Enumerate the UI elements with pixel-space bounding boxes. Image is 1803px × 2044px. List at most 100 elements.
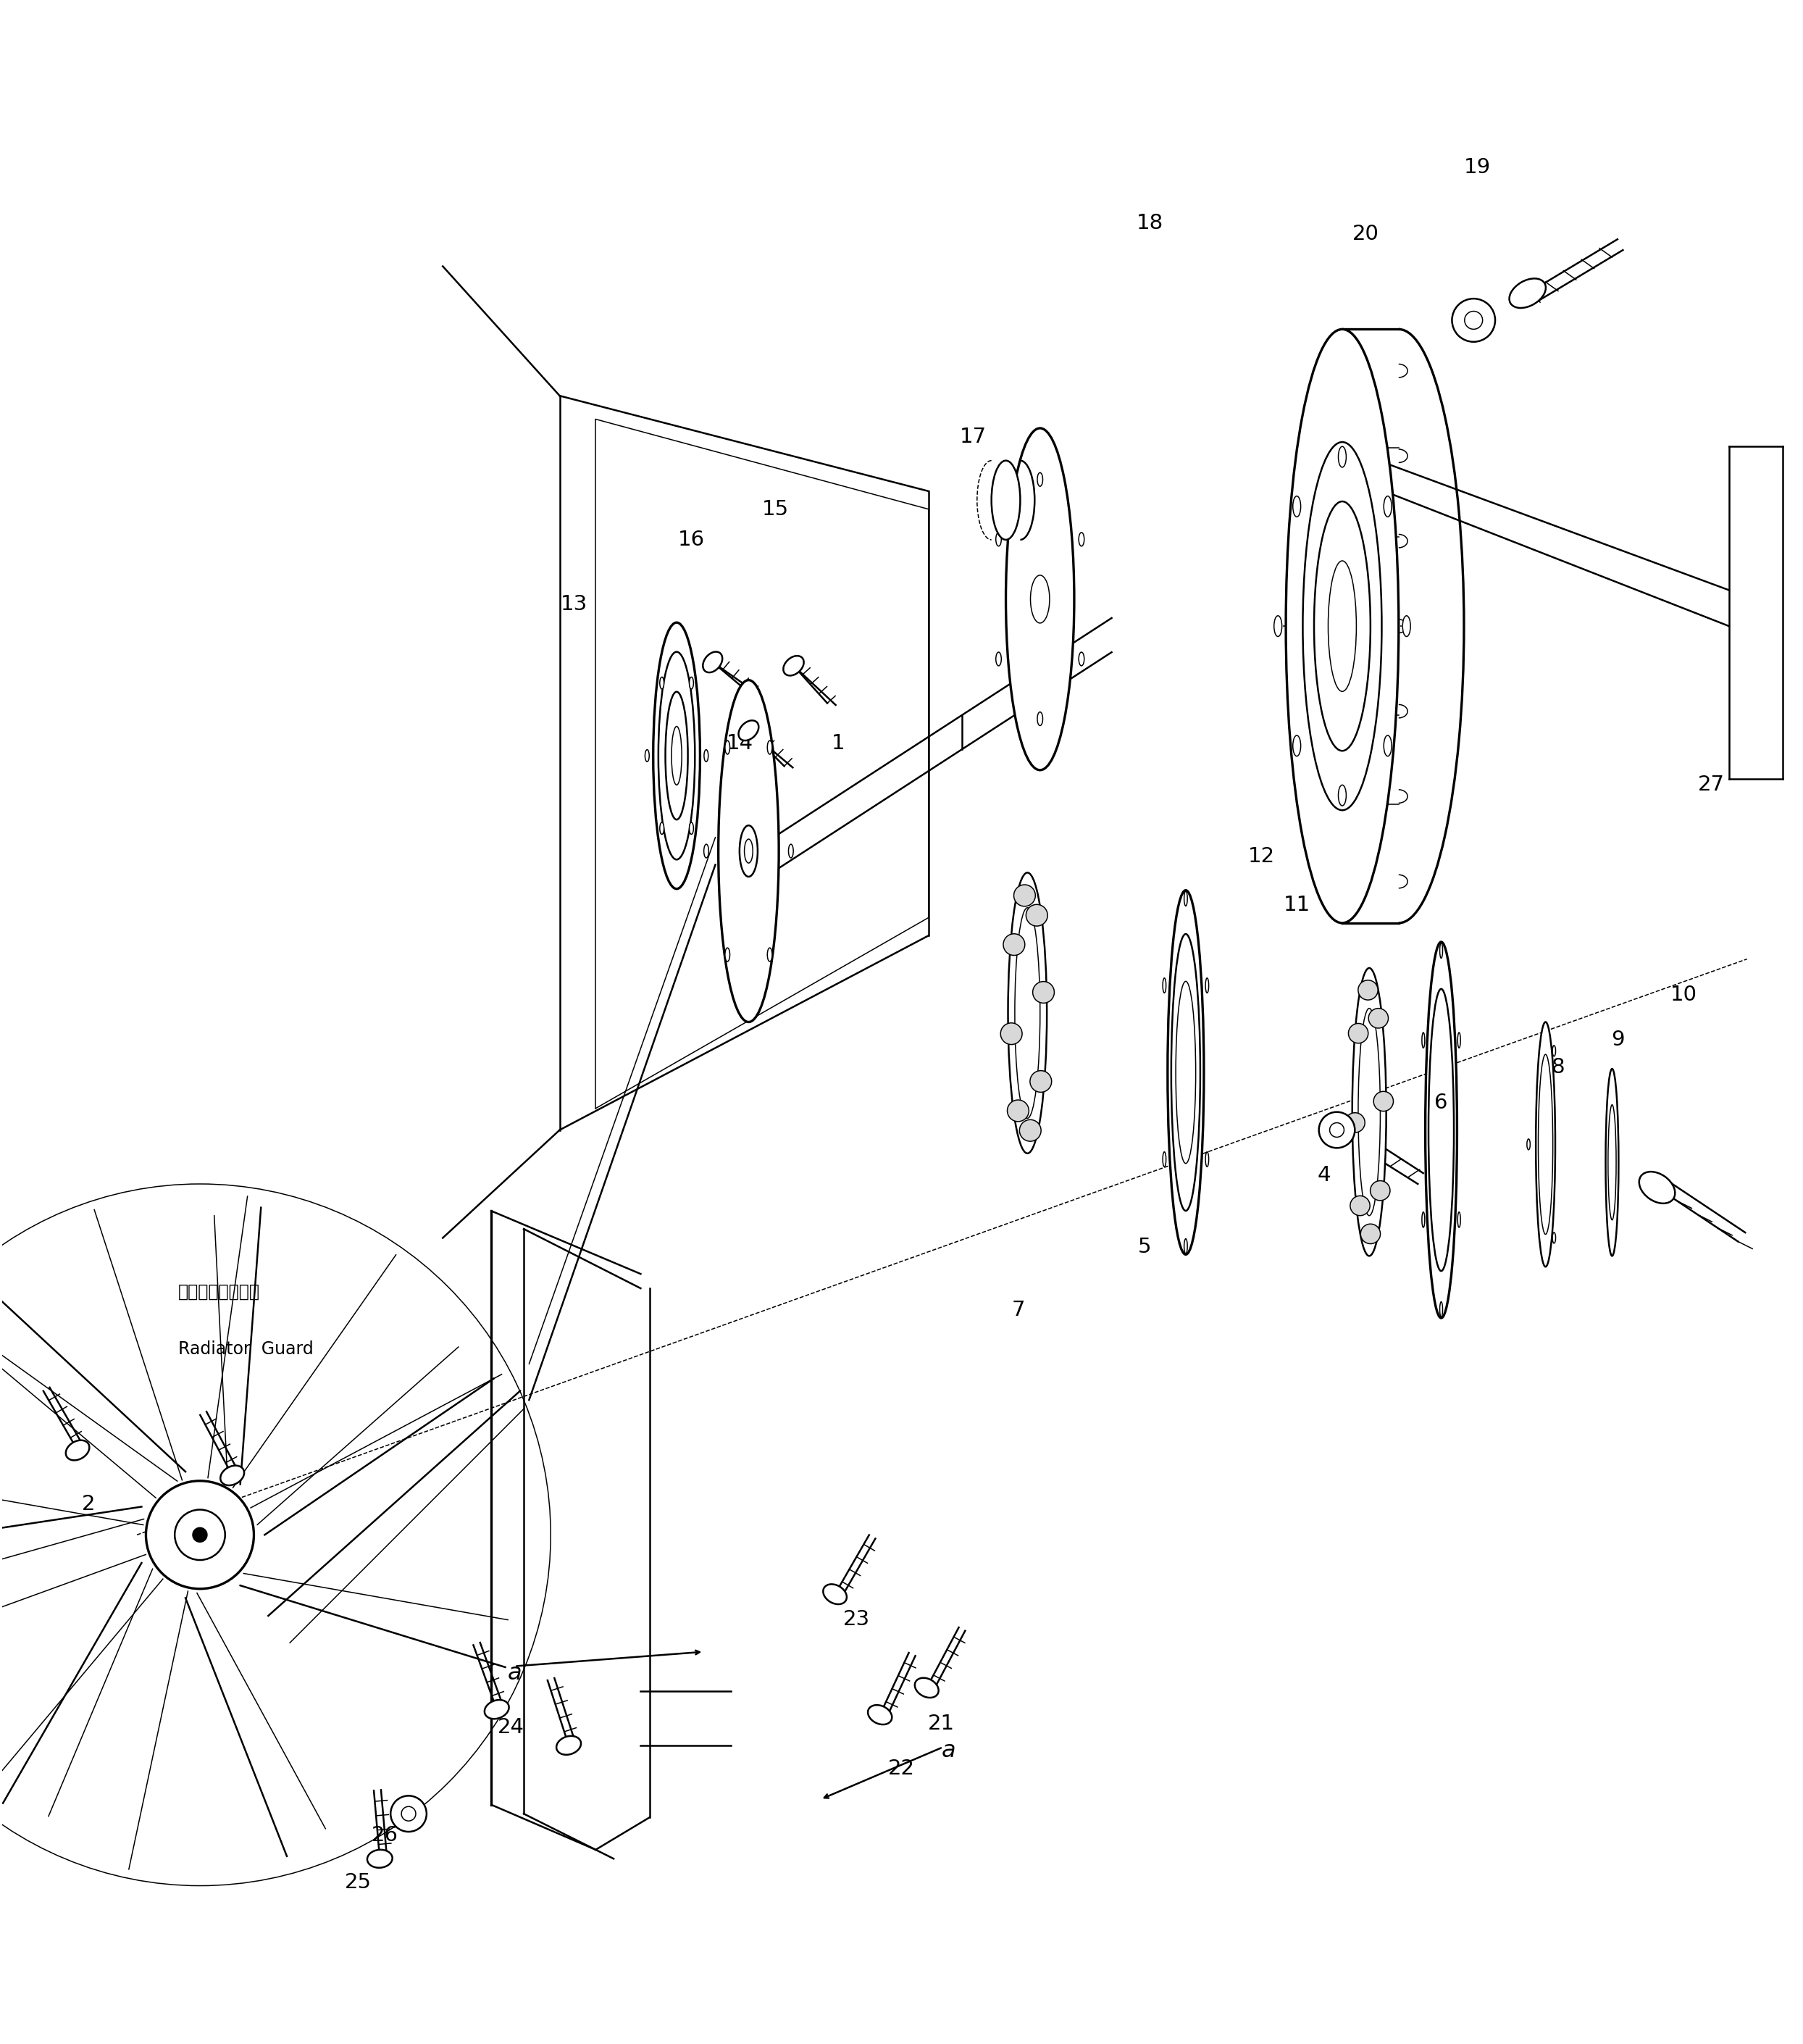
Text: 18: 18 — [1136, 213, 1163, 233]
Ellipse shape — [1314, 501, 1370, 750]
Ellipse shape — [1552, 1233, 1556, 1243]
Text: 2: 2 — [81, 1494, 96, 1515]
Ellipse shape — [1538, 1055, 1552, 1235]
Ellipse shape — [1163, 977, 1167, 993]
Ellipse shape — [557, 1735, 581, 1754]
Ellipse shape — [1185, 1239, 1188, 1253]
Ellipse shape — [739, 719, 759, 740]
Ellipse shape — [1008, 873, 1048, 1153]
Circle shape — [1013, 885, 1035, 905]
Text: 1: 1 — [831, 734, 846, 754]
Circle shape — [1349, 1024, 1368, 1042]
Text: 23: 23 — [844, 1609, 871, 1629]
Ellipse shape — [992, 460, 1020, 540]
Ellipse shape — [1403, 615, 1410, 636]
Ellipse shape — [1172, 934, 1201, 1210]
Text: 27: 27 — [1698, 775, 1724, 795]
Ellipse shape — [914, 1678, 939, 1699]
Text: ラジェータガード: ラジェータガード — [178, 1284, 260, 1300]
Text: 26: 26 — [371, 1825, 398, 1846]
Ellipse shape — [368, 1850, 393, 1868]
Ellipse shape — [745, 840, 754, 863]
Ellipse shape — [660, 677, 664, 689]
Ellipse shape — [1423, 1212, 1424, 1226]
Ellipse shape — [671, 726, 682, 785]
Text: 12: 12 — [1248, 846, 1275, 867]
Ellipse shape — [725, 948, 730, 961]
Ellipse shape — [739, 826, 757, 877]
Ellipse shape — [1185, 891, 1188, 905]
Circle shape — [1368, 1008, 1388, 1028]
Text: 20: 20 — [1352, 223, 1379, 243]
Ellipse shape — [1639, 1171, 1675, 1204]
Ellipse shape — [1031, 574, 1049, 623]
Text: 13: 13 — [561, 595, 588, 615]
Text: 14: 14 — [727, 734, 754, 754]
Ellipse shape — [658, 652, 694, 861]
Circle shape — [1008, 1100, 1030, 1122]
Ellipse shape — [1606, 1069, 1619, 1255]
Text: a: a — [941, 1739, 956, 1762]
Ellipse shape — [1426, 942, 1457, 1318]
Ellipse shape — [783, 656, 804, 677]
Ellipse shape — [1457, 1032, 1460, 1049]
Ellipse shape — [995, 533, 1001, 546]
Ellipse shape — [718, 681, 779, 1022]
Ellipse shape — [1441, 942, 1442, 959]
Circle shape — [1030, 1071, 1051, 1091]
Ellipse shape — [1275, 615, 1282, 636]
Ellipse shape — [653, 623, 700, 889]
Circle shape — [391, 1797, 427, 1831]
Text: 21: 21 — [927, 1713, 954, 1733]
Ellipse shape — [1286, 329, 1399, 924]
Ellipse shape — [1037, 711, 1042, 726]
Ellipse shape — [788, 844, 793, 858]
Ellipse shape — [1552, 1044, 1556, 1057]
Ellipse shape — [1206, 1153, 1208, 1167]
Text: 10: 10 — [1671, 985, 1697, 1006]
Ellipse shape — [1078, 533, 1084, 546]
Ellipse shape — [1441, 1302, 1442, 1316]
Text: 19: 19 — [1464, 157, 1491, 178]
Ellipse shape — [1338, 785, 1347, 805]
Circle shape — [1033, 981, 1055, 1004]
Ellipse shape — [1608, 1104, 1615, 1220]
Text: 5: 5 — [1138, 1237, 1150, 1257]
Ellipse shape — [725, 740, 730, 754]
Ellipse shape — [1163, 1153, 1167, 1167]
Circle shape — [160, 1496, 240, 1574]
Circle shape — [1451, 298, 1495, 341]
Text: 22: 22 — [889, 1758, 914, 1778]
Ellipse shape — [1015, 908, 1040, 1118]
Circle shape — [175, 1511, 225, 1560]
Ellipse shape — [1352, 969, 1387, 1255]
Text: 8: 8 — [1551, 1057, 1565, 1077]
Ellipse shape — [1509, 278, 1545, 309]
Text: 16: 16 — [678, 529, 705, 550]
Text: 24: 24 — [498, 1717, 525, 1737]
Ellipse shape — [65, 1441, 90, 1459]
Ellipse shape — [1304, 442, 1381, 809]
Ellipse shape — [1006, 427, 1075, 771]
Text: 15: 15 — [763, 499, 790, 519]
Ellipse shape — [703, 844, 709, 858]
Text: 17: 17 — [959, 427, 986, 448]
Circle shape — [1350, 1196, 1370, 1216]
Ellipse shape — [1338, 446, 1347, 468]
Ellipse shape — [703, 750, 709, 762]
Ellipse shape — [1206, 977, 1208, 993]
Ellipse shape — [1428, 989, 1453, 1271]
Circle shape — [1358, 981, 1377, 1000]
Ellipse shape — [1329, 560, 1356, 691]
Circle shape — [1374, 1091, 1394, 1112]
Circle shape — [402, 1807, 416, 1821]
Ellipse shape — [1423, 1032, 1424, 1049]
Text: 9: 9 — [1610, 1030, 1625, 1051]
Ellipse shape — [645, 750, 649, 762]
Text: 4: 4 — [1318, 1165, 1331, 1186]
Ellipse shape — [824, 1584, 847, 1605]
Ellipse shape — [768, 740, 772, 754]
Ellipse shape — [689, 677, 694, 689]
Ellipse shape — [1078, 652, 1084, 666]
Ellipse shape — [665, 691, 689, 820]
